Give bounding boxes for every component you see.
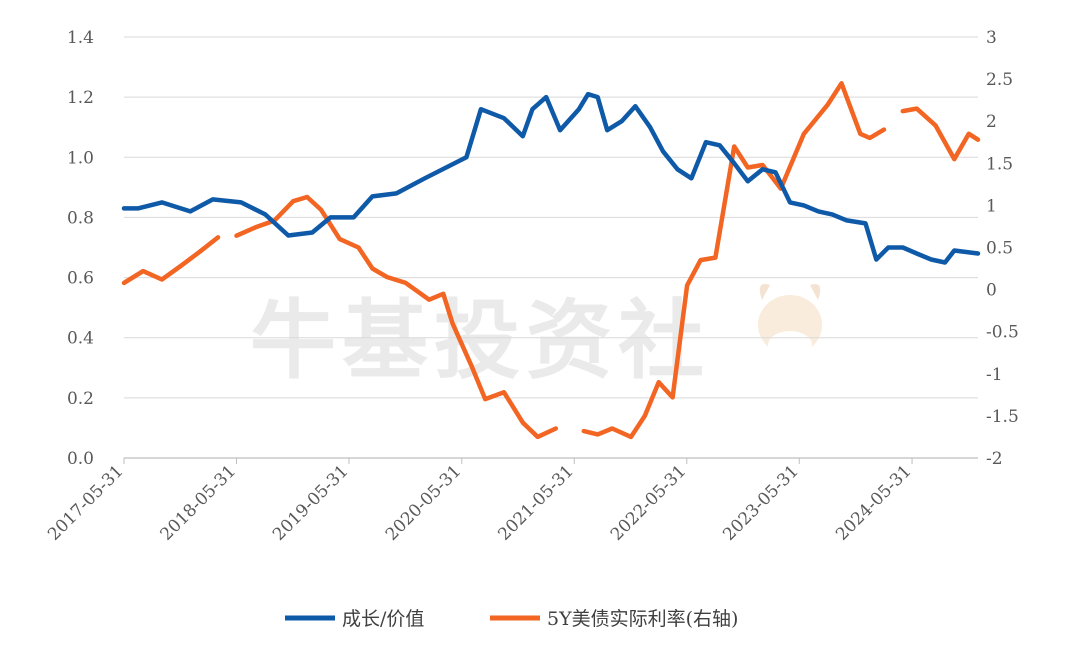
y-right-tick-label: -2 [986,449,1003,469]
legend: 成长/价值 5Y美债实际利率(右轴) [285,608,738,630]
legend-label-tips-5y: 5Y美债实际利率(右轴) [547,608,738,630]
x-tick-label: 2020-05-31 [382,461,465,544]
watermark-text: 牛基投资社 [250,291,710,391]
y-left-tick-label: 0.6 [67,269,94,289]
x-tick-label: 2019-05-31 [269,461,352,544]
x-tick-label: 2024-05-31 [832,461,915,544]
series-tips-5y-line-segment-0 [121,235,221,286]
y-right-tick-label: 1 [986,196,997,216]
y-left-tick-label: 0.4 [67,329,94,349]
y-right-tick-label: 2.5 [986,70,1013,90]
series-tips-5y-line-segment-2 [581,81,887,440]
legend-label-growth-value: 成长/价值 [342,608,424,630]
y-right-tick-label: 0.5 [986,239,1013,259]
y-left-tick-label: 0.8 [67,208,94,228]
series-growth-value-line [121,91,981,265]
x-tick-label: 2018-05-31 [157,461,240,544]
series-tips-5y-line-segment-1 [234,194,559,440]
watermark-mascot-icon [758,284,822,359]
y-left-tick-label: 1.2 [67,88,94,108]
x-tick-label: 2022-05-31 [607,461,690,544]
y-left-tick-label: 0.2 [67,389,94,409]
y-right-tick-label: 3 [986,28,997,48]
y-right-tick-label: -0.5 [986,323,1019,343]
y-left-tick-label: 0.0 [67,449,94,469]
y-right-tick-label: 0 [986,281,997,301]
y-right-tick-label: -1 [986,365,1003,385]
y-left-tick-label: 1.0 [67,148,94,168]
series-tips-5y-line-segment-3 [900,106,981,162]
y-left-tick-label: 1.4 [67,28,94,48]
x-tick-label: 2021-05-31 [494,461,577,544]
y-right-tick-label: 1.5 [986,154,1013,174]
y-right-tick-label: 2 [986,112,997,132]
y-right-tick-label: -1.5 [986,407,1019,427]
x-tick-label: 2017-05-31 [44,461,127,544]
x-tick-label: 2023-05-31 [719,461,802,544]
